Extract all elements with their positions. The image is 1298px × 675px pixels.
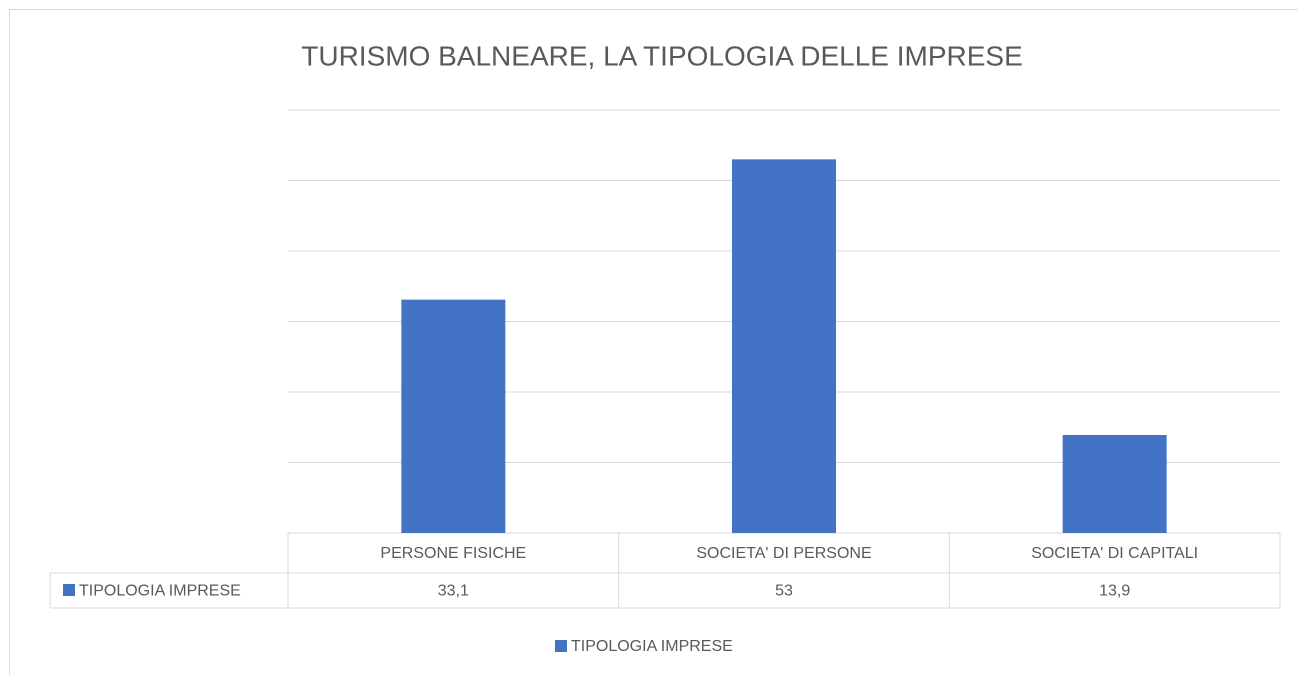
table-legend-key (63, 584, 75, 596)
table-value: 33,1 (438, 583, 469, 600)
x-tick-label: SOCIETA' DI CAPITALI (1031, 545, 1198, 562)
legend-label: TIPOLOGIA IMPRESE (571, 638, 733, 655)
bar (732, 159, 836, 533)
chart-title: TURISMO BALNEARE, LA TIPOLOGIA DELLE IMP… (301, 40, 1023, 71)
chart-frame (9, 9, 1298, 675)
legend-key (555, 640, 567, 652)
x-tick-label: PERSONE FISICHE (380, 545, 526, 562)
bar (1062, 435, 1167, 533)
x-tick-label: SOCIETA' DI PERSONE (696, 545, 871, 562)
table-value: 53 (775, 583, 793, 600)
bar (401, 299, 506, 533)
table-series-name: TIPOLOGIA IMPRESE (79, 583, 241, 600)
table-value: 13,9 (1099, 583, 1130, 600)
